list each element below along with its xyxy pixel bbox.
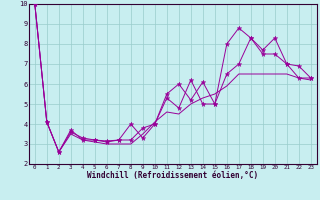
X-axis label: Windchill (Refroidissement éolien,°C): Windchill (Refroidissement éolien,°C) (87, 171, 258, 180)
